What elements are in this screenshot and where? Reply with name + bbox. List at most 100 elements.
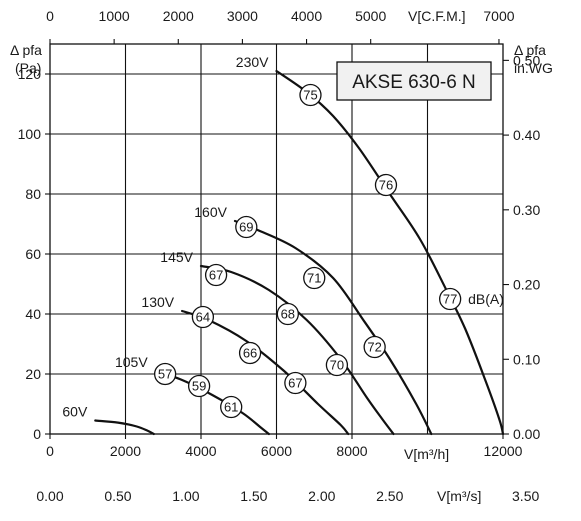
- series-60v-line: [94, 419, 155, 436]
- series-105v-noise-value: 57: [158, 367, 172, 382]
- series-230v-noise-value: 77: [443, 292, 457, 307]
- noise-unit-label: dB(A): [468, 291, 504, 307]
- series-230v-noise-marker: 75: [299, 83, 322, 107]
- x-bottom-tick-label: 6000: [261, 443, 292, 459]
- y-left-tick-label: 60: [25, 246, 41, 262]
- y-left-tick-label: 80: [25, 186, 41, 202]
- x-bottom2-tick-label: 0.00: [36, 488, 63, 504]
- series-145v-noise-value: 68: [281, 307, 295, 322]
- series-105v-noise-value: 59: [192, 379, 206, 394]
- y-left-tick-label: 120: [18, 66, 42, 82]
- x-bottom-tick-label: 8000: [336, 443, 367, 459]
- series-105v-noise-circle: [187, 374, 211, 398]
- model-title-box: AKSE 630-6 N: [336, 61, 492, 101]
- y-right-tick-label: 0.20: [513, 277, 540, 293]
- x-top-tick-label: 3000: [227, 8, 258, 24]
- series-160v-noise-marker: 71: [303, 266, 326, 290]
- series-145v-noise-value: 67: [209, 268, 223, 283]
- series-60v-label: 60V: [62, 404, 88, 420]
- series-160v-noise-value: 72: [367, 340, 381, 355]
- x-bottom2-tick-label: 2.00: [308, 488, 335, 504]
- model-title: AKSE 630-6 N: [352, 72, 476, 93]
- series-230v-label: 230V: [236, 54, 269, 70]
- series-130v-noise-marker: 64: [191, 305, 215, 329]
- performance-curves: [94, 69, 505, 436]
- x-axis-bottom2-label: V[m³/s]: [437, 488, 481, 504]
- series-160v-label: 160V: [194, 204, 227, 220]
- x-top-tick-label: 2000: [163, 8, 194, 24]
- y-axis-left-label-line1: Δ pfa: [10, 42, 42, 58]
- series-130v-line: [181, 309, 350, 436]
- y-right-tick-label: 0.30: [513, 202, 540, 218]
- series-160v-noise-marker: 69: [235, 215, 258, 239]
- series-105v-label: 105V: [115, 354, 148, 370]
- series-105v-noise-circle: [153, 362, 177, 386]
- series-130v-noise-circle: [284, 371, 307, 395]
- series-130v-noise-circle: [191, 305, 215, 329]
- series-105v-noise-marker: 61: [220, 395, 243, 419]
- x-bottom2-tick-label: 0.50: [104, 488, 131, 504]
- x-axis-top-label: V[C.F.M.]: [408, 8, 466, 24]
- series-160v-noise-value: 71: [307, 271, 321, 286]
- series-230v-noise-circle: [438, 287, 462, 311]
- series-145v-noise-marker: 70: [325, 353, 349, 377]
- x-bottom-tick-label: 2000: [110, 443, 141, 459]
- series-160v-noise-circle: [363, 335, 386, 359]
- y-left-tick-label: 0: [33, 426, 41, 442]
- x-bottom-tick-label: 4000: [185, 443, 216, 459]
- series-230v-noise-circle: [374, 173, 398, 197]
- x-bottom-tick-label: 0: [46, 443, 54, 459]
- series-145v-noise-marker: 67: [204, 263, 228, 287]
- series-230v-noise-marker: 77: [438, 287, 462, 311]
- x-bottom2-tick-label: 2.50: [376, 488, 403, 504]
- y-axis-left-label-line2: (Pa): [15, 60, 41, 76]
- series-130v-noise-value: 66: [243, 346, 257, 361]
- series-160v-noise-circle: [235, 215, 258, 239]
- series-145v-label: 145V: [160, 249, 193, 265]
- y-left-tick-label: 100: [18, 126, 42, 142]
- series-160v-noise-marker: 72: [363, 335, 386, 359]
- y-left-tick-label: 20: [25, 366, 41, 382]
- series-145v-noise-circle: [325, 353, 349, 377]
- series-160v-line: [233, 219, 433, 436]
- series-105v-noise-value: 61: [224, 400, 238, 415]
- series-105v-noise-circle: [220, 395, 243, 419]
- y-right-tick-label: 0.00: [513, 426, 540, 442]
- series-145v-noise-marker: 68: [276, 302, 299, 326]
- noise-markers: 75 76 77 69 71 72 67 68 70 64 66 67 57 59 61: [153, 83, 462, 419]
- x-bottom2-tick-label: 3.50: [512, 488, 539, 504]
- y-left-tick-label: 40: [25, 306, 41, 322]
- series-160v-noise-value: 69: [239, 220, 253, 235]
- series-130v-noise-marker: 66: [238, 341, 262, 365]
- model-title-frame: [336, 61, 492, 101]
- x-bottom2-tick-label: 1.00: [172, 488, 199, 504]
- series-230v-noise-value: 76: [379, 178, 393, 193]
- series-230v-noise-circle: [299, 83, 322, 107]
- x-bottom-tick-label: 12000: [484, 443, 523, 459]
- series-105v-noise-marker: 59: [187, 374, 211, 398]
- series-145v-line: [199, 264, 395, 436]
- x-top-tick-label: 1000: [99, 8, 130, 24]
- series-145v-noise-circle: [204, 263, 228, 287]
- series-230v-noise-value: 75: [303, 88, 317, 103]
- x-top-tick-label: 5000: [355, 8, 386, 24]
- series-130v-noise-value: 67: [288, 376, 302, 391]
- series-130v-noise-marker: 67: [284, 371, 307, 395]
- y-right-tick-label: 0.50: [513, 52, 540, 68]
- x-top-tick-label: 0: [46, 8, 54, 24]
- y-right-tick-label: 0.10: [513, 351, 540, 367]
- x-axis-bottom-label: V[m³/h]: [404, 446, 449, 462]
- x-bottom2-tick-label: 1.50: [240, 488, 267, 504]
- y-axis-right-label-line1: Δ pfa: [514, 42, 546, 58]
- x-top-tick-label: 7000: [483, 8, 514, 24]
- series-130v-noise-circle: [238, 341, 262, 365]
- series-130v-label: 130V: [141, 294, 174, 310]
- series-230v-line: [275, 69, 505, 436]
- series-105v-noise-marker: 57: [153, 362, 177, 386]
- series-145v-noise-value: 70: [330, 358, 344, 373]
- series-145v-noise-circle: [276, 302, 299, 326]
- y-axis-right-label-line2: in.WG: [514, 60, 553, 76]
- x-top-tick-label: 4000: [291, 8, 322, 24]
